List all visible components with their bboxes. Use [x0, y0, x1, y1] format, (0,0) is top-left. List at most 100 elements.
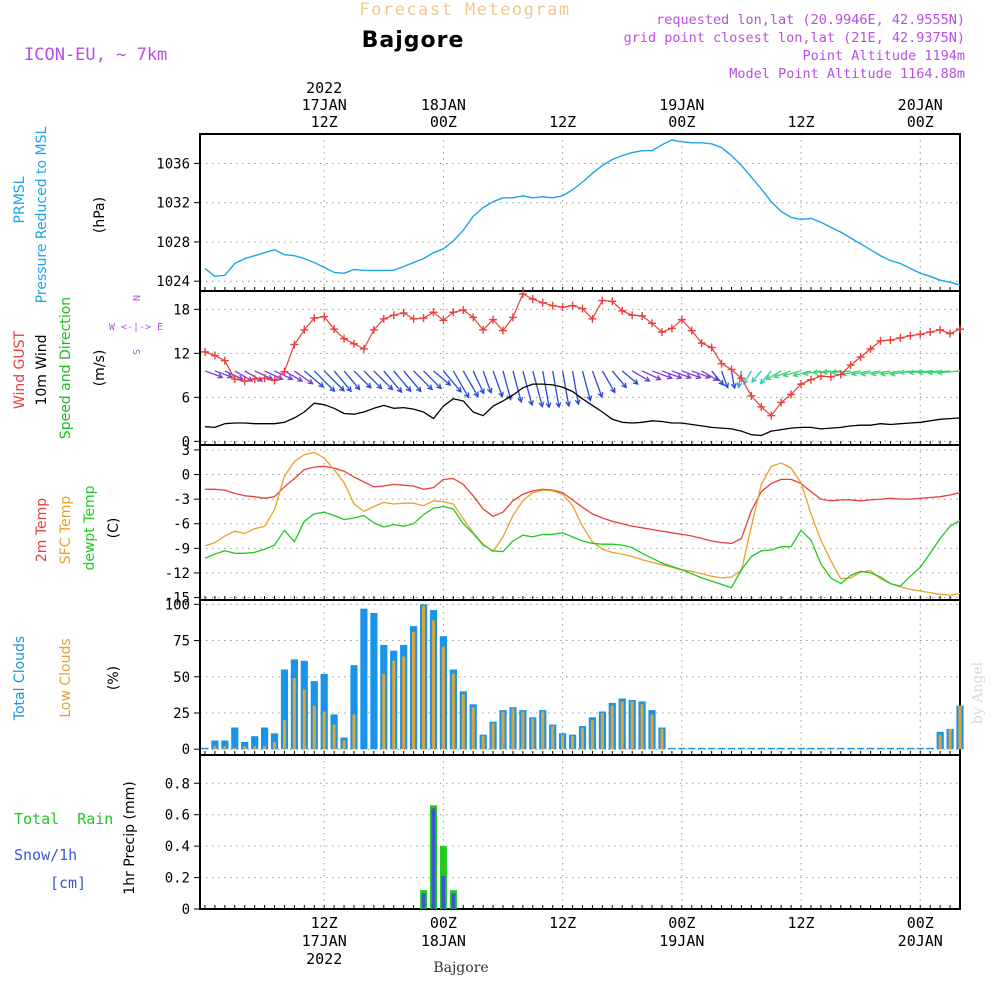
wind-arrow: [492, 370, 504, 398]
point-altitude: Point Altitude 1194m: [802, 48, 965, 64]
total-clouds-bar: [906, 747, 914, 750]
wind-arrow: [581, 370, 593, 402]
time-label: 20JAN: [898, 932, 943, 950]
time-label: 00Z: [668, 914, 695, 932]
wind-arrow: [711, 370, 725, 386]
gust-marker: [240, 377, 249, 386]
chart-title: Forecast Meteogram: [359, 0, 570, 20]
wind-arrow: [571, 370, 581, 406]
time-label: 17JAN: [302, 932, 347, 950]
snow-bar: [431, 808, 436, 909]
y-tick-label: 100: [165, 597, 190, 613]
gust-marker: [657, 328, 666, 337]
total-clouds-bar: [797, 747, 805, 750]
low-clouds-bar: [332, 724, 336, 750]
wind-arrow: [751, 370, 762, 384]
wind-arrow: [452, 370, 470, 399]
gust-marker: [886, 336, 895, 345]
snow-unit-label: [cm]: [50, 874, 86, 892]
gust-marker: [717, 359, 726, 368]
low-clouds-bar: [282, 720, 286, 750]
wind-arrow: [681, 370, 702, 380]
total-clouds-bar: [718, 747, 726, 750]
gust-marker: [260, 374, 269, 383]
wind-arrow: [661, 370, 683, 380]
low-clouds-bar: [551, 726, 555, 750]
wind-arrow: [333, 370, 352, 393]
time-label: 12Z: [311, 914, 338, 932]
gust-marker: [618, 306, 627, 315]
footer-location: Bajgore: [433, 960, 488, 976]
panel-frame: [199, 754, 961, 910]
low-clouds-bar: [620, 701, 624, 750]
wind-arrow: [353, 370, 372, 389]
wind-arrow: [522, 370, 534, 407]
model-label: ICON-EU, ~ 7km: [24, 45, 167, 65]
wind-arrow: [811, 369, 831, 376]
wind-arrow: [651, 370, 673, 380]
gust-marker: [638, 311, 647, 320]
time-label: 00Z: [430, 113, 457, 131]
low-clouds-bar: [610, 705, 614, 750]
low-clouds-bar: [441, 646, 445, 750]
total-clouds-bar: [201, 747, 209, 750]
gust-marker: [568, 301, 577, 310]
wind-arrow: [403, 370, 422, 393]
wind-arrow: [423, 370, 443, 390]
gust-marker: [846, 361, 855, 370]
total-clouds-bar: [231, 727, 239, 750]
compass-south-label: S: [132, 349, 143, 355]
wind-arrow: [759, 370, 772, 385]
wind-arrow: [274, 370, 294, 381]
total-clouds-bar: [807, 747, 815, 750]
wind-arrow: [936, 369, 961, 376]
gust-marker: [220, 356, 229, 365]
gust-marker: [737, 374, 746, 383]
wind-arrow: [462, 370, 479, 398]
gust-marker: [300, 325, 309, 334]
low-clouds-bar: [412, 631, 416, 750]
low-clouds-bar: [958, 705, 962, 750]
y-tick-label: 75: [173, 634, 190, 650]
gust-marker: [359, 344, 368, 353]
total-clouds-bar: [857, 747, 865, 750]
time-label: 12Z: [311, 113, 338, 131]
time-label: 12Z: [787, 113, 814, 131]
gust-marker: [926, 328, 935, 337]
gust-marker: [399, 309, 408, 317]
time-label: 18JAN: [421, 96, 466, 114]
clouds-unit-label: (%): [106, 666, 122, 690]
low-clouds-bar: [491, 723, 495, 750]
wind-arrow: [294, 370, 314, 385]
gust-marker: [459, 306, 468, 315]
wind-arrow: [264, 370, 284, 381]
y-tick-label: 3: [182, 443, 190, 459]
total-clouds-bar: [896, 747, 904, 750]
wind-arrow: [204, 370, 224, 379]
low-clouds-bar: [541, 711, 545, 750]
gust-marker: [429, 308, 438, 317]
y-tick-label: 25: [173, 706, 190, 722]
location-title: Bajgore: [362, 28, 465, 53]
total-clouds-bar: [350, 665, 358, 750]
wind-arrow: [631, 370, 651, 382]
temp-sfc-label: SFC Temp: [58, 496, 74, 565]
precip-unit-label: 1hr Precip (mm): [122, 781, 138, 894]
total-clouds-bar: [757, 747, 765, 750]
total-clouds-bar: [767, 747, 775, 750]
compass-north-label: N: [132, 295, 143, 301]
gust-marker: [747, 391, 756, 400]
wind-arrow: [859, 370, 881, 377]
total-clouds-bar: [867, 747, 875, 750]
gust-marker: [548, 301, 557, 310]
low-clouds-bar: [402, 656, 406, 750]
y-tick-label: 0.8: [165, 776, 190, 792]
low-clouds-bar: [571, 736, 575, 750]
time-label: 00Z: [668, 113, 695, 131]
wind-arrow: [303, 370, 325, 388]
panel-frame: [199, 290, 961, 446]
total-clouds-bar: [261, 727, 269, 750]
gust-marker: [866, 344, 875, 353]
time-label: 19JAN: [659, 96, 704, 114]
